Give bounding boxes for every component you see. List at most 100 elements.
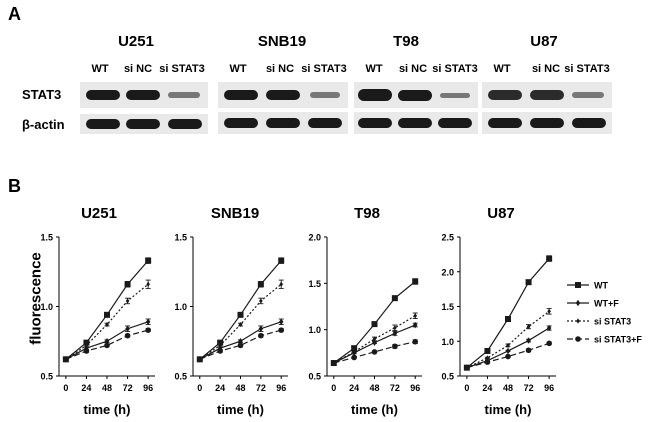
legend-marker	[575, 299, 581, 307]
y-tick-label: 1.0	[308, 325, 321, 335]
legend-label: si STAT3	[594, 317, 631, 327]
data-point	[546, 255, 553, 262]
lane-label: WT	[493, 63, 511, 75]
blot-band	[224, 90, 258, 100]
legend-entry: WT+F	[567, 299, 619, 309]
lane-label: si STAT3	[564, 63, 610, 75]
y-tick-label: 2.0	[441, 267, 454, 277]
data-point	[525, 279, 532, 286]
y-tick-label: 1.5	[40, 233, 53, 243]
data-point	[352, 349, 356, 355]
lane-label: si STAT3	[432, 63, 478, 75]
x-tick-label: 96	[143, 383, 153, 393]
panel-b-label: B	[8, 176, 21, 196]
data-point	[125, 325, 130, 332]
data-point	[371, 349, 378, 355]
blot-row-label-beta-actin: β-actin	[22, 117, 65, 132]
blot-band	[572, 118, 606, 128]
legend-label: WT	[594, 281, 608, 291]
lane-label: si NC	[398, 63, 428, 75]
data-point	[259, 298, 263, 304]
legend-label: si STAT3+F	[594, 335, 642, 345]
data-point	[412, 278, 419, 285]
x-tick-label: 72	[123, 383, 133, 393]
blot-band	[168, 92, 200, 98]
data-point	[526, 337, 531, 344]
western-blot-actin-u87	[482, 112, 612, 134]
y-tick-label: 2.0	[308, 233, 321, 243]
data-point	[484, 347, 491, 354]
data-point	[124, 281, 131, 288]
y-tick-label: 1.0	[441, 337, 454, 347]
data-point	[104, 311, 110, 318]
data-point	[413, 321, 418, 329]
chart-0: 0.5 1.0 1.5 0 24 48 72 96 time (h)	[40, 233, 155, 417]
y-tick-label: 0.5	[40, 372, 53, 382]
chart-title-u87: U87	[487, 205, 515, 222]
data-point	[105, 321, 109, 328]
lane-label: si STAT3	[159, 63, 205, 75]
legend-entry: WT	[567, 281, 608, 291]
western-blot-actin-t98	[354, 112, 478, 134]
blot-title-u87: U87	[530, 33, 558, 50]
data-point	[278, 327, 285, 333]
data-point	[83, 348, 90, 354]
legend-entry: si STAT3+F	[567, 335, 642, 345]
blot-band	[266, 90, 300, 100]
data-point	[145, 318, 151, 325]
blot-band	[266, 118, 300, 128]
x-tick-label: 48	[102, 383, 112, 393]
blot-band	[488, 90, 522, 100]
y-tick-label: 0.5	[308, 372, 321, 382]
panel-a-label: A	[8, 4, 21, 24]
y-tick-label: 1.5	[441, 302, 454, 312]
x-axis-label: time (h)	[217, 402, 264, 417]
data-point	[125, 298, 130, 304]
data-point	[217, 348, 223, 354]
data-point	[84, 342, 89, 349]
data-point	[392, 343, 398, 350]
x-axis-label: time (h)	[84, 402, 131, 417]
series-line-si-stat3-f	[65, 329, 149, 360]
x-tick-label: 0	[63, 383, 68, 393]
data-point	[279, 318, 284, 325]
blot-band	[224, 118, 258, 128]
x-axis-label: time (h)	[351, 402, 398, 417]
blot-band	[398, 118, 432, 128]
data-point	[505, 347, 511, 355]
data-point	[124, 332, 131, 339]
x-tick-label: 24	[215, 383, 225, 393]
x-tick-label: 24	[349, 383, 359, 393]
blot-row-label-stat3: STAT3	[22, 87, 62, 102]
x-tick-label: 96	[544, 383, 554, 393]
data-point	[330, 360, 337, 366]
blot-band	[358, 89, 392, 101]
legend-label: WT+F	[594, 299, 619, 309]
western-blot-actin-snb19	[218, 112, 348, 134]
data-point	[83, 339, 90, 346]
data-point	[258, 325, 264, 332]
data-point	[505, 316, 511, 323]
data-point	[104, 342, 110, 349]
lane-label: WT	[229, 63, 247, 75]
legend-marker	[576, 318, 580, 324]
chart-3: 0.5 1.0 1.5 2.0 2.5 0 24 48 72 96 time (h)	[441, 233, 556, 417]
blot-title-snb19: SNB19	[257, 33, 307, 50]
x-axis-label: time (h)	[485, 402, 532, 417]
lane-label: WT	[365, 63, 383, 75]
blot-band	[168, 119, 202, 129]
data-point	[145, 257, 152, 264]
x-tick-label: 0	[464, 383, 469, 393]
data-point	[392, 330, 398, 337]
data-point	[351, 354, 357, 361]
x-tick-label: 48	[503, 383, 513, 393]
data-point	[258, 332, 264, 339]
y-tick-label: 0.5	[441, 372, 454, 382]
blot-band	[308, 118, 342, 128]
data-point	[547, 308, 551, 314]
data-point	[464, 364, 470, 371]
series-line-si-stat3	[65, 283, 149, 360]
blot-band	[126, 90, 160, 100]
y-tick-label: 1.0	[174, 302, 187, 312]
